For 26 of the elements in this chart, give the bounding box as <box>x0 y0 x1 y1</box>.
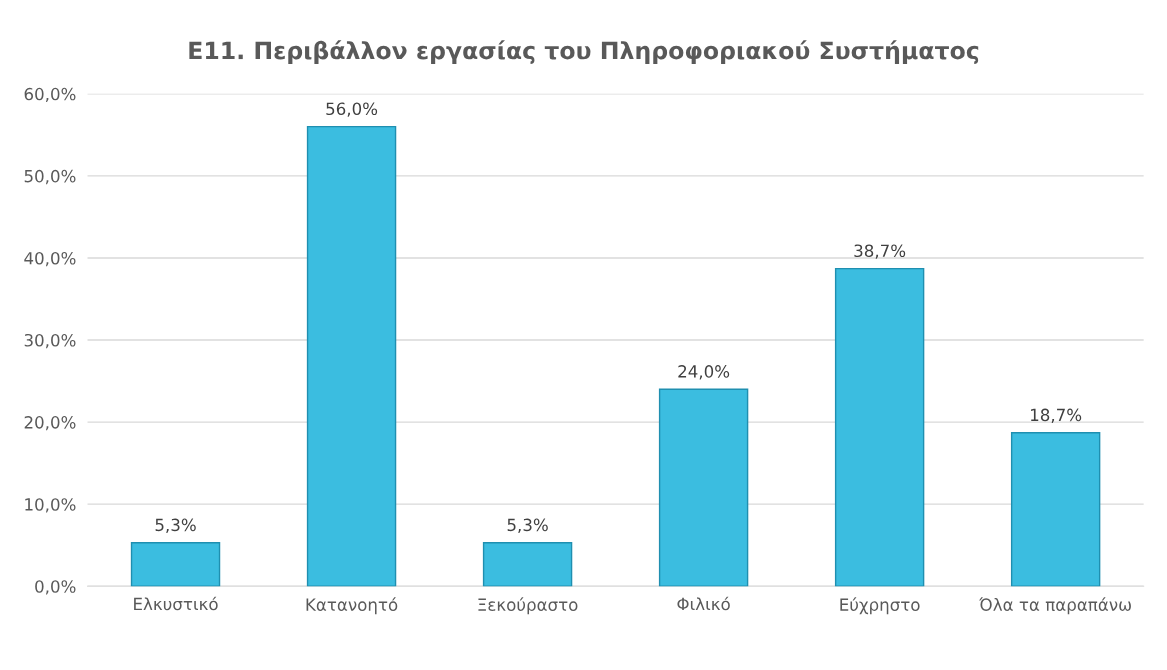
x-tick-label: Ξεκούραστο <box>478 597 578 615</box>
y-tick-label: 10,0% <box>25 498 76 513</box>
x-tick-label: Ελκυστικό <box>134 596 218 611</box>
data-label: 5,3% <box>507 518 548 533</box>
bar <box>1010 432 1101 587</box>
chart-title: Ε11. Περιβάλλον εργασίας του Πληροφοριακού Συστήματος <box>189 40 979 65</box>
y-tick-label: 0,0% <box>35 580 76 595</box>
x-tick-label: Κατανοητό <box>306 597 398 615</box>
y-tick-label: 60,0% <box>24 87 76 103</box>
y-tick-label: 50,0% <box>24 169 76 185</box>
y-tick-label: 40,0% <box>24 251 76 267</box>
x-tick-label: Όλα τα παραπάνω <box>979 597 1131 615</box>
x-tick-label: Φιλικό <box>677 596 730 611</box>
bar <box>130 542 221 587</box>
data-label: 56,0% <box>326 102 378 117</box>
bar <box>834 267 925 587</box>
bar <box>306 125 397 587</box>
x-tick-label: Εύχρηστο <box>840 597 920 615</box>
y-tick-label: 20,0% <box>24 416 76 431</box>
data-label: 18,7% <box>1031 408 1082 423</box>
data-label: 24,0% <box>678 365 730 380</box>
data-label: 5,3% <box>155 518 196 533</box>
data-label: 38,7% <box>854 244 906 259</box>
bar <box>658 388 749 587</box>
bar <box>482 542 573 587</box>
y-tick-label: 30,0% <box>24 333 76 349</box>
